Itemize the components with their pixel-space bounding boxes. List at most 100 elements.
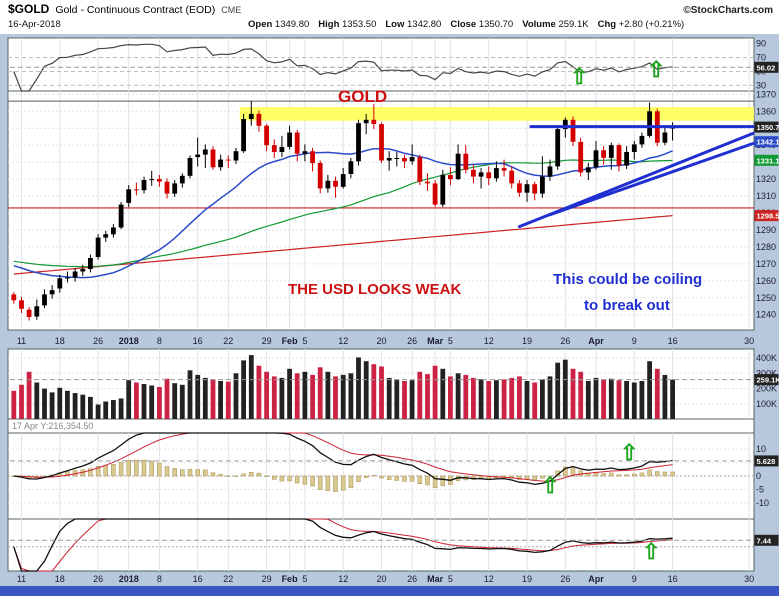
svg-text:8: 8: [157, 336, 162, 346]
candlesticks: [11, 101, 675, 321]
svg-text:30: 30: [744, 336, 754, 346]
svg-text:30: 30: [744, 574, 754, 584]
svg-text:Apr: Apr: [588, 574, 604, 584]
annotation-usd-note: THE USD LOOKS WEAK: [288, 281, 462, 298]
svg-text:29: 29: [262, 574, 272, 584]
quote-open-label: Open: [248, 19, 273, 30]
svg-text:12: 12: [338, 574, 348, 584]
quote-close-label: Close: [450, 19, 477, 30]
instrument-name: Gold - Continuous Contract (EOD): [55, 4, 216, 16]
up-arrow-icon: ⇧: [620, 440, 639, 465]
quote-change-label: Chg: [597, 19, 617, 30]
svg-text:1250: 1250: [756, 293, 776, 303]
title-row: $GOLD Gold - Continuous Contract (EOD) C…: [8, 2, 773, 16]
brand-label: ©StockCharts.com: [683, 5, 773, 16]
chart-header: $GOLD Gold - Continuous Contract (EOD) C…: [0, 0, 779, 34]
quote-high-label: High: [318, 19, 340, 30]
svg-text:12: 12: [484, 336, 494, 346]
svg-text:16: 16: [193, 336, 203, 346]
bottom-bar: [0, 586, 779, 596]
quote-volume-label: Volume: [522, 19, 556, 30]
annotation-coil-note-line1: This could be coiling: [553, 271, 703, 288]
svg-text:29: 29: [262, 336, 272, 346]
annotation-coil-note-line2: to break out: [584, 297, 670, 314]
quote-low-value: 1342.80: [407, 19, 442, 30]
momentum: [13, 518, 673, 572]
svg-text:1290: 1290: [756, 225, 776, 235]
svg-text:26: 26: [560, 574, 570, 584]
quote-low-label: Low: [385, 19, 405, 30]
svg-text:1320: 1320: [756, 174, 776, 184]
svg-text:18: 18: [55, 336, 65, 346]
svg-text:5: 5: [448, 336, 453, 346]
quote-volume: Volume 259.1K: [522, 19, 588, 30]
svg-text:16: 16: [668, 574, 678, 584]
svg-text:400K: 400K: [756, 353, 777, 363]
moving-averages: [13, 147, 673, 279]
svg-text:1260: 1260: [756, 276, 776, 286]
svg-text:9: 9: [632, 336, 637, 346]
up-arrow-icon: ⇧: [541, 473, 560, 498]
svg-text:100K: 100K: [756, 399, 777, 409]
svg-text:11: 11: [17, 574, 26, 584]
svg-text:12: 12: [484, 574, 494, 584]
svg-text:2018: 2018: [119, 336, 139, 346]
grid-horizontal: [8, 57, 754, 548]
svg-text:1360: 1360: [756, 106, 776, 116]
svg-text:9: 9: [632, 574, 637, 584]
svg-text:300K: 300K: [756, 368, 777, 378]
quote-row: 16-Apr-2018 Open 1349.80 High 1353.50 Lo…: [8, 19, 773, 30]
svg-text:26: 26: [407, 336, 417, 346]
svg-text:26: 26: [560, 336, 570, 346]
volume-bars: [11, 355, 675, 419]
svg-text:26: 26: [93, 574, 103, 584]
quote-open: Open 1349.80: [248, 19, 309, 30]
up-arrow-icon: ⇧: [570, 64, 589, 89]
exchange-label: CME: [221, 5, 242, 15]
svg-text:70: 70: [756, 53, 766, 63]
annotation-shapes: [8, 100, 755, 209]
volume-crosshair-readout: 17 Apr Y:216,354.50: [12, 421, 94, 431]
svg-text:16: 16: [668, 336, 678, 346]
annotation-trendlines: [517, 125, 755, 229]
quote-low: Low 1342.80: [385, 19, 441, 30]
svg-text:Feb: Feb: [282, 574, 299, 584]
svg-text:Apr: Apr: [588, 336, 604, 346]
svg-text:-10: -10: [756, 498, 769, 508]
svg-text:12: 12: [338, 336, 348, 346]
svg-text:18: 18: [55, 574, 65, 584]
rsi-line: [13, 43, 673, 92]
svg-text:1331.1: 1331.1: [757, 156, 779, 165]
svg-text:1370: 1370: [756, 89, 776, 99]
svg-text:Mar: Mar: [427, 574, 444, 584]
svg-text:10: 10: [756, 444, 766, 454]
quote-volume-value: 259.1K: [558, 19, 589, 30]
svg-text:11: 11: [17, 336, 26, 346]
quote-open-value: 1349.80: [274, 19, 310, 30]
svg-text:16: 16: [193, 574, 203, 584]
quote-date: 16-Apr-2018: [8, 19, 61, 30]
svg-text:8: 8: [157, 574, 162, 584]
svg-text:1298.5: 1298.5: [757, 212, 779, 221]
symbol: $GOLD: [8, 2, 50, 16]
up-arrow-icon: ⇧: [642, 539, 661, 564]
svg-text:30: 30: [756, 80, 766, 90]
quote-high: High 1353.50: [318, 19, 376, 30]
quote-high-value: 1353.50: [342, 19, 377, 30]
svg-text:Mar: Mar: [427, 336, 444, 346]
svg-text:20: 20: [376, 574, 386, 584]
svg-text:Feb: Feb: [282, 336, 299, 346]
svg-text:7.44: 7.44: [757, 536, 772, 545]
svg-text:1270: 1270: [756, 259, 776, 269]
svg-text:26: 26: [407, 574, 417, 584]
up-arrow-icon: ⇧: [647, 57, 666, 82]
quote-close: Close 1350.70: [450, 19, 513, 30]
svg-text:19: 19: [522, 336, 532, 346]
svg-text:19: 19: [522, 574, 532, 584]
svg-text:1350.7: 1350.7: [757, 123, 779, 132]
macd: [11, 432, 675, 492]
svg-text:26: 26: [93, 336, 103, 346]
quote-change: Chg +2.80 (+0.21%): [598, 19, 685, 30]
